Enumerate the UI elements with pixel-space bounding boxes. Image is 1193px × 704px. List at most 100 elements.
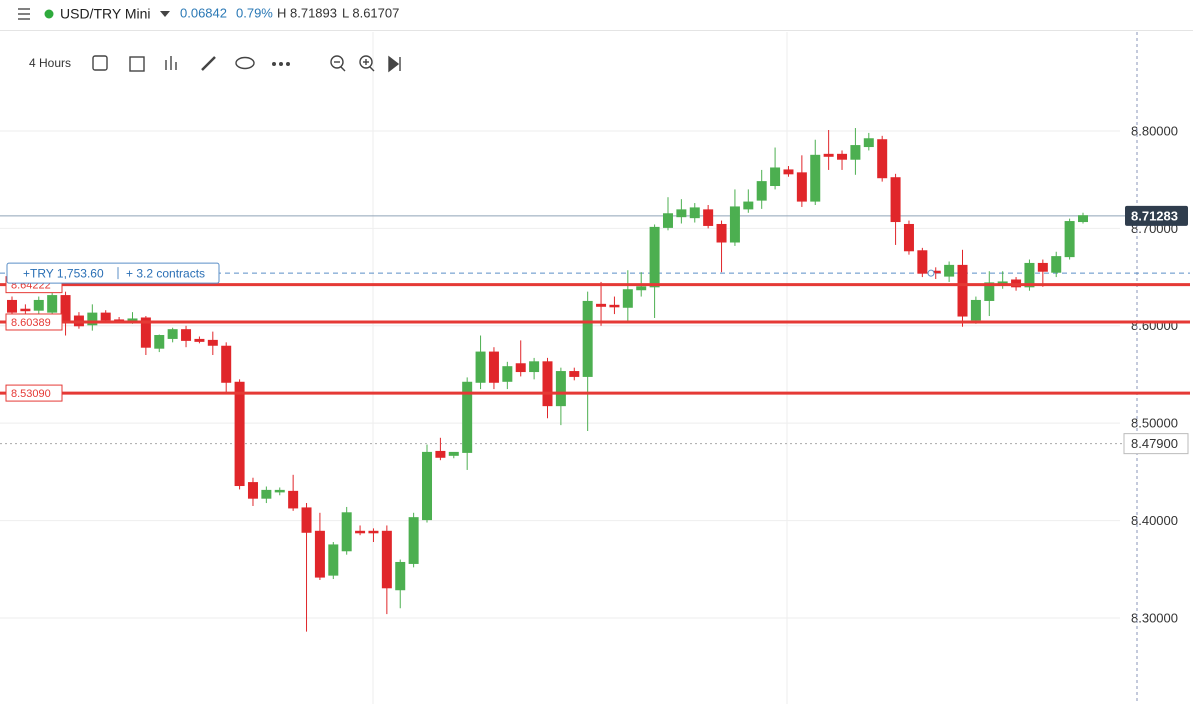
last-price-box	[1125, 205, 1188, 226]
candle-body	[20, 308, 31, 312]
candle-body	[622, 289, 633, 308]
candle-body	[569, 371, 580, 377]
candle-body	[475, 351, 486, 383]
candle-body	[542, 361, 553, 407]
y-tick-label: 8.80000	[1131, 123, 1178, 138]
candle-body	[422, 451, 433, 521]
level-box	[5, 313, 63, 331]
candle-body	[381, 530, 392, 589]
status-dot	[44, 9, 54, 19]
change-pct: 0.79%	[236, 5, 273, 20]
candle-body	[7, 299, 17, 313]
candle-body	[502, 366, 513, 382]
candle-body	[582, 300, 593, 377]
candle-body	[649, 226, 660, 288]
candle-body	[863, 138, 874, 148]
menu-icon[interactable]	[18, 8, 30, 20]
candle-body	[636, 286, 647, 291]
draw-icon[interactable]	[201, 56, 216, 71]
candle-body	[314, 530, 325, 578]
candle-body	[529, 361, 540, 373]
candle-body	[435, 450, 446, 458]
zoom-out-icon[interactable]	[330, 55, 346, 72]
symbol-dropdown[interactable]	[160, 11, 170, 17]
candle-body	[917, 250, 928, 274]
candle-body	[596, 303, 607, 307]
candle-body	[770, 167, 781, 187]
crosshair-box	[1123, 433, 1189, 455]
scroll-end-icon[interactable]	[388, 55, 401, 73]
crosshair-label: 8.47900	[1131, 436, 1178, 451]
low: L 8.61707	[342, 5, 399, 20]
candle-body	[100, 312, 111, 321]
level-box	[5, 384, 63, 402]
candle-body	[274, 489, 285, 493]
compare-icon[interactable]	[129, 56, 145, 72]
candle-body	[488, 351, 499, 383]
candle-body	[743, 201, 754, 210]
candle-body	[33, 299, 44, 311]
candle-body	[984, 282, 995, 301]
candle-body	[555, 371, 566, 407]
candle-body	[207, 339, 218, 346]
position-marker	[927, 269, 935, 277]
candle-body	[729, 206, 740, 243]
candle-body	[890, 177, 901, 223]
candle-body	[87, 312, 98, 326]
change: 0.06842	[180, 5, 227, 20]
candle-body	[194, 338, 205, 342]
more-icon[interactable]	[272, 62, 290, 66]
candle-body	[703, 209, 714, 226]
candle-body	[837, 153, 848, 160]
position-tag	[6, 262, 220, 284]
candle-body	[676, 209, 687, 218]
candle-body	[221, 345, 232, 383]
candle-body	[408, 517, 419, 564]
candle-body	[609, 304, 620, 308]
candle-body	[247, 482, 258, 499]
level-label: 8.60389	[11, 317, 51, 329]
candle-body	[140, 317, 151, 348]
last-price-label: 8.71283	[1131, 208, 1178, 223]
candle-body	[957, 264, 968, 317]
view-icon[interactable]	[235, 56, 255, 70]
candle-body	[301, 507, 312, 533]
candle-body	[234, 381, 245, 487]
position-size: + 3.2 contracts	[126, 266, 205, 280]
candle-body	[756, 181, 767, 201]
toolbar: 4 Hours	[29, 55, 401, 73]
plot: 8.300008.400008.500008.600008.700008.800…	[0, 32, 1190, 704]
high: H 8.71893	[277, 5, 337, 20]
candle-body	[154, 335, 165, 349]
y-tick-label: 8.60000	[1131, 318, 1178, 333]
interval[interactable]: 4 Hours	[29, 56, 71, 70]
candle-body	[783, 169, 794, 175]
candle-body	[462, 381, 473, 453]
candle-body	[970, 299, 981, 321]
level-label: 8.53090	[11, 388, 51, 400]
candle-body	[181, 329, 192, 341]
candle-body	[167, 329, 178, 339]
candle-body	[47, 295, 58, 313]
candle-body	[395, 561, 406, 591]
y-tick-label: 8.40000	[1131, 513, 1178, 528]
candle-body	[944, 264, 955, 277]
candle-body	[1024, 262, 1035, 288]
candle-body	[355, 530, 366, 534]
candle-body	[288, 490, 299, 509]
candle-body	[662, 213, 673, 228]
candle-body	[810, 154, 821, 202]
candle-body	[1051, 256, 1062, 273]
y-tick-label: 8.30000	[1131, 610, 1178, 625]
zoom-in-icon[interactable]	[359, 55, 375, 72]
symbol[interactable]: USD/TRY Mini	[60, 6, 151, 22]
candle-body	[796, 172, 807, 202]
candle-body	[368, 530, 379, 534]
chart-type-icon[interactable]	[165, 56, 177, 70]
position-pnl: +TRY 1,753.60	[23, 266, 104, 280]
indicators-icon[interactable]	[92, 55, 108, 71]
candle-body	[823, 153, 834, 157]
candle-body	[877, 139, 888, 179]
candle-body	[261, 489, 272, 499]
